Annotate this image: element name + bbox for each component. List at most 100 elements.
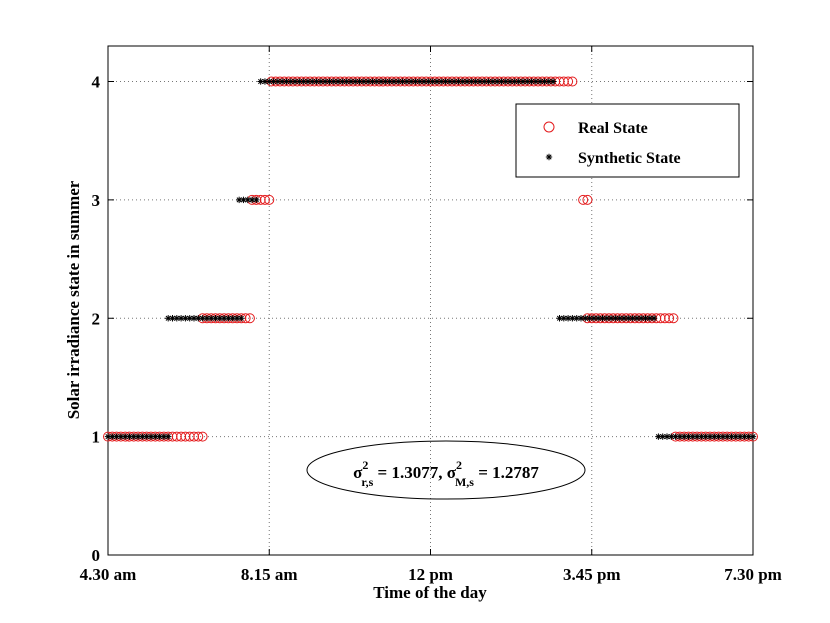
sigma-real-exponent: 2 bbox=[362, 458, 368, 472]
synthetic-state-point bbox=[257, 78, 264, 85]
synthetic-state-point bbox=[693, 433, 701, 440]
synthetic-state-point bbox=[549, 78, 557, 85]
synthetic-state-point bbox=[650, 315, 658, 322]
synthetic-state-point bbox=[672, 433, 679, 440]
sigma-model-exponent: 2 bbox=[456, 458, 462, 472]
annotation-separator: , bbox=[438, 463, 447, 482]
sigma-model: σ bbox=[447, 463, 457, 482]
legend-synthetic-label: Synthetic State bbox=[578, 150, 681, 167]
synthetic-state-point bbox=[715, 433, 722, 440]
y-tick-label: 0 bbox=[92, 546, 101, 565]
synthetic-state-point bbox=[352, 78, 359, 85]
legend-real-label: Real State bbox=[578, 120, 648, 137]
real-state-point bbox=[668, 313, 679, 324]
sigma-model-subscript: M,s bbox=[455, 475, 474, 489]
synthetic-state-point bbox=[152, 433, 159, 440]
value-model: 1.2787 bbox=[492, 463, 539, 482]
variance-annotation: σ2 r,s = 1.3077, σ2 M,s = 1.2787 bbox=[306, 440, 586, 500]
synthetic-state-point bbox=[541, 78, 548, 85]
synthetic-state-point bbox=[573, 315, 580, 322]
synthetic-state-point bbox=[476, 78, 484, 85]
legend: Real State Synthetic State bbox=[515, 103, 740, 178]
real-state-point bbox=[567, 76, 578, 87]
synthetic-state-point bbox=[356, 78, 363, 85]
sigma-real: σ bbox=[353, 463, 363, 482]
real-state-point bbox=[578, 194, 589, 205]
synthetic-state-point bbox=[266, 78, 273, 85]
legend-box bbox=[515, 103, 740, 178]
synthetic-state-point bbox=[736, 433, 744, 440]
real-state-point bbox=[664, 313, 675, 324]
synthetic-state-point bbox=[334, 78, 342, 85]
synthetic-state-point bbox=[416, 78, 423, 85]
synthetic-state-point bbox=[244, 196, 251, 204]
x-tick-label: 7.30 pm bbox=[724, 565, 782, 584]
synthetic-state-point bbox=[143, 433, 150, 440]
synthetic-state-point bbox=[330, 78, 337, 85]
x-tick-label: 3.45 pm bbox=[563, 565, 621, 584]
y-tick-label: 4 bbox=[92, 73, 101, 92]
synthetic-state-point bbox=[438, 78, 445, 85]
series-synthetic-state bbox=[104, 78, 757, 440]
x-axis-title: Time of the day bbox=[373, 583, 487, 602]
x-tick-label: 12 pm bbox=[408, 565, 453, 584]
real-state-point bbox=[193, 431, 204, 442]
synthetic-state-point bbox=[317, 78, 325, 85]
synthetic-state-point bbox=[117, 433, 125, 440]
synthetic-state-point bbox=[373, 78, 380, 85]
sigma-real-subscript: r,s bbox=[361, 475, 373, 489]
synthetic-state-point bbox=[528, 78, 535, 85]
synthetic-state-point bbox=[134, 433, 142, 440]
x-tick-label: 4.30 am bbox=[80, 565, 137, 584]
x-tick-label: 8.15 am bbox=[241, 565, 298, 584]
real-state-point bbox=[582, 194, 593, 205]
synthetic-state-point bbox=[233, 315, 241, 322]
value-real: 1.3077 bbox=[391, 463, 438, 482]
synthetic-state-point bbox=[577, 315, 585, 322]
synthetic-state-point bbox=[238, 315, 245, 322]
real-state-point bbox=[259, 194, 270, 205]
legend-synthetic-marker bbox=[545, 153, 553, 161]
synthetic-state-point bbox=[339, 78, 346, 85]
legend-real-marker bbox=[543, 121, 555, 133]
synthetic-state-point bbox=[300, 78, 307, 85]
tick-labels: 4.30 am 8.15 am 12 pm 3.45 pm 7.30 pm 0 1 2 3 4 bbox=[80, 73, 782, 584]
real-state-point bbox=[197, 431, 208, 442]
real-state-point bbox=[563, 76, 574, 87]
synthetic-state-point bbox=[511, 78, 518, 85]
synthetic-state-point bbox=[556, 315, 563, 322]
synthetic-state-point bbox=[629, 315, 636, 322]
synthetic-state-point bbox=[659, 433, 666, 440]
synthetic-state-point bbox=[177, 315, 185, 322]
synthetic-state-point bbox=[309, 78, 316, 85]
y-tick-label: 1 bbox=[92, 428, 101, 447]
synthetic-state-point bbox=[326, 78, 333, 85]
y-tick-label: 2 bbox=[92, 309, 101, 328]
synthetic-state-point bbox=[390, 78, 398, 85]
synthetic-state-point bbox=[147, 433, 155, 440]
real-state-point bbox=[244, 313, 255, 324]
synthetic-state-point bbox=[287, 78, 294, 85]
synthetic-state-point bbox=[296, 78, 303, 85]
synthetic-state-point bbox=[638, 315, 645, 322]
y-tick-label: 3 bbox=[92, 191, 101, 210]
synthetic-state-point bbox=[126, 433, 133, 440]
equals-real: = bbox=[373, 463, 391, 482]
equals-model: = bbox=[474, 463, 492, 482]
synthetic-state-point bbox=[253, 196, 260, 204]
synthetic-state-point bbox=[515, 78, 522, 85]
synthetic-state-point bbox=[749, 433, 757, 440]
real-state-point bbox=[264, 194, 275, 205]
synthetic-state-point bbox=[165, 433, 172, 440]
annotation-text: σ2 r,s = 1.3077, σ2 M,s = 1.2787 bbox=[353, 458, 539, 489]
y-axis-title: Solar irradiance state in summer bbox=[64, 180, 83, 419]
synthetic-state-point bbox=[195, 315, 202, 322]
synthetic-state-point bbox=[212, 315, 219, 322]
synthetic-state-point bbox=[240, 196, 247, 204]
synthetic-state-point bbox=[395, 78, 402, 85]
ticks bbox=[107, 46, 754, 556]
synthetic-state-point bbox=[689, 433, 696, 440]
synthetic-state-point bbox=[343, 78, 350, 85]
